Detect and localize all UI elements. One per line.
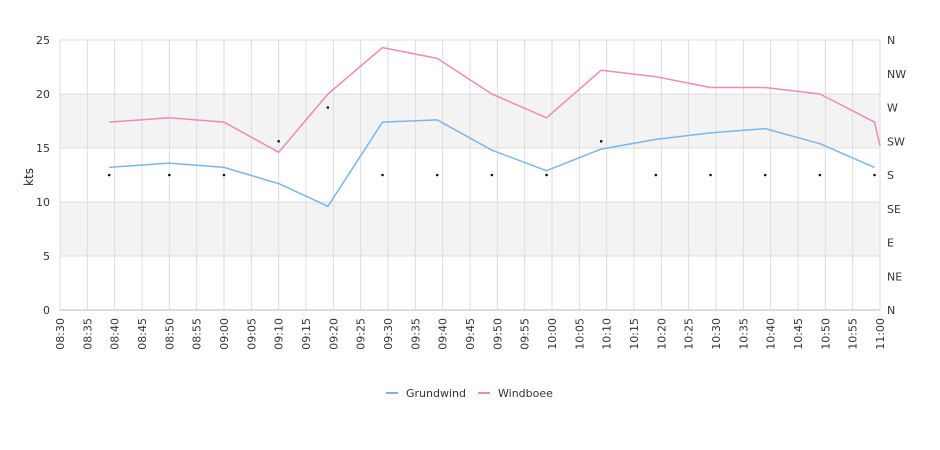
x-tick-label: 10:15 bbox=[628, 318, 641, 350]
direction-marker bbox=[763, 173, 767, 177]
x-tick-label: 08:55 bbox=[191, 318, 204, 350]
y2-tick-label: NE bbox=[887, 270, 902, 283]
legend-label: Grundwind bbox=[406, 387, 466, 400]
x-tick-label: 09:05 bbox=[245, 318, 258, 350]
x-tick-label: 10:10 bbox=[601, 318, 614, 350]
direction-marker bbox=[545, 173, 548, 177]
direction-marker bbox=[435, 173, 439, 177]
x-tick-label: 08:40 bbox=[109, 318, 122, 350]
y-tick-label: 15 bbox=[36, 142, 50, 155]
y2-tick-label: SW bbox=[887, 135, 905, 148]
direction-marker bbox=[873, 173, 876, 177]
x-tick-label: 09:10 bbox=[273, 318, 286, 350]
legend-label: Windboee bbox=[498, 387, 553, 400]
x-tick-label: 09:00 bbox=[218, 318, 231, 350]
x-tick-label: 10:30 bbox=[710, 318, 723, 350]
y2-tick-label: E bbox=[887, 237, 894, 250]
x-tick-label: 08:45 bbox=[136, 318, 149, 350]
x-tick-label: 10:25 bbox=[683, 318, 696, 350]
x-tick-label: 08:30 bbox=[54, 318, 67, 350]
series-line-grundwind bbox=[109, 119, 875, 208]
direction-marker bbox=[490, 173, 494, 177]
x-tick-label: 10:20 bbox=[655, 318, 668, 350]
y2-tick-label: S bbox=[887, 169, 894, 182]
direction-marker bbox=[326, 106, 330, 109]
y-tick-label: 25 bbox=[36, 34, 50, 47]
y-tick-label: 20 bbox=[36, 88, 50, 101]
direction-marker bbox=[818, 173, 822, 177]
x-tick-label: 09:45 bbox=[464, 318, 477, 350]
x-tick-label: 08:35 bbox=[81, 318, 94, 350]
y-tick-label: 0 bbox=[43, 304, 50, 317]
x-tick-label: 10:00 bbox=[546, 318, 559, 350]
y-tick-label: 10 bbox=[36, 196, 50, 209]
direction-marker bbox=[222, 173, 226, 177]
grid-layer bbox=[59, 39, 881, 311]
direction-marker bbox=[107, 173, 111, 177]
x-tick-label: 10:35 bbox=[737, 318, 750, 350]
legend: Grundwind Windboee bbox=[386, 387, 553, 400]
y2-tick-label: SE bbox=[887, 203, 901, 216]
x-tick-label: 09:25 bbox=[355, 318, 368, 350]
x-tick-label: 09:50 bbox=[491, 318, 504, 350]
series-line-windboee bbox=[109, 46, 881, 154]
x-tick-label: 10:40 bbox=[765, 318, 778, 350]
axis-layer: 0 5 10 15 20 25 N NE E SE S SW W NW N 08:30 08:35 08:40 08… bbox=[22, 34, 906, 350]
x-tick-label: 10:50 bbox=[819, 318, 832, 350]
x-tick-label: 10:05 bbox=[573, 318, 586, 350]
y2-tick-label: NW bbox=[887, 68, 906, 81]
x-tick-label: 10:55 bbox=[847, 318, 860, 350]
markers-layer bbox=[107, 106, 876, 177]
direction-marker bbox=[168, 173, 171, 177]
direction-marker bbox=[599, 139, 603, 143]
series-layer bbox=[109, 46, 881, 208]
y-tick-label: 5 bbox=[43, 250, 50, 263]
x-tick-label: 11:00 bbox=[874, 318, 887, 350]
y2-tick-label: N bbox=[887, 304, 895, 317]
x-tick-label: 09:55 bbox=[519, 318, 532, 350]
direction-marker bbox=[709, 173, 712, 177]
direction-marker bbox=[277, 139, 280, 143]
x-tick-label: 08:50 bbox=[163, 318, 176, 350]
x-tick-label: 10:45 bbox=[792, 318, 805, 350]
direction-marker bbox=[654, 173, 658, 177]
x-tick-label: 09:15 bbox=[300, 318, 313, 350]
y2-tick-label: N bbox=[887, 34, 895, 47]
x-tick-label: 09:40 bbox=[437, 318, 450, 350]
y2-tick-label: W bbox=[887, 102, 898, 115]
direction-marker bbox=[381, 173, 384, 177]
x-tick-label: 09:35 bbox=[409, 318, 422, 350]
y-axis-title: kts bbox=[22, 168, 36, 186]
x-tick-label: 09:20 bbox=[327, 318, 340, 350]
x-tick-label: 09:30 bbox=[382, 318, 395, 350]
